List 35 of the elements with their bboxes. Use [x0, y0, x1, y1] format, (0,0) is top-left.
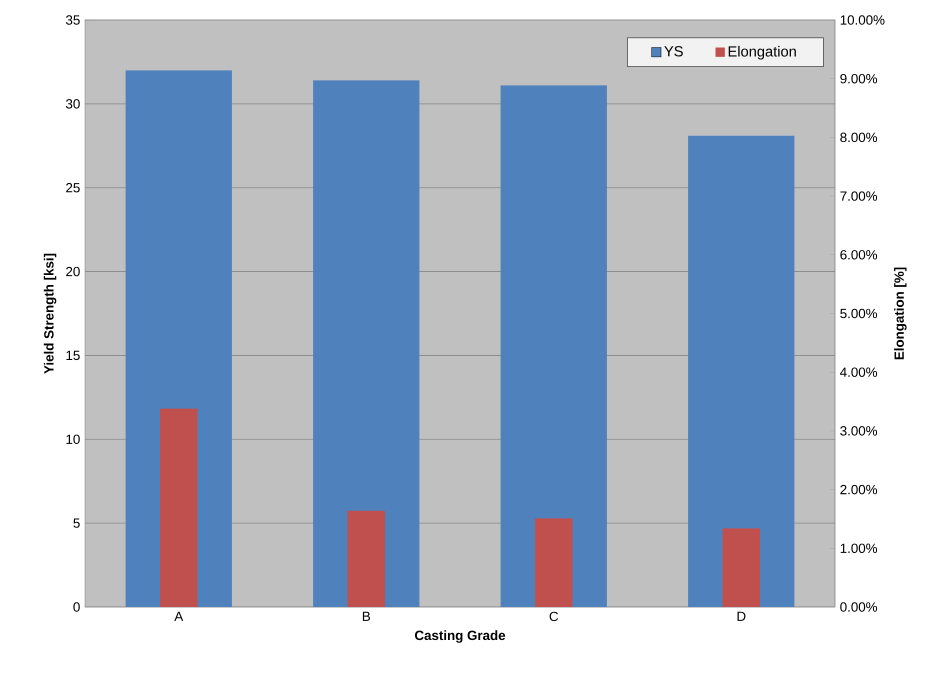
y2-tick-label: 10.00% — [840, 15, 884, 25]
y2-tick-label: 6.00% — [840, 250, 878, 260]
y-tick-label: 20 — [66, 266, 80, 276]
bar — [722, 528, 760, 607]
y-tick-label: 0 — [73, 602, 80, 612]
bar — [500, 85, 607, 607]
x-tick-label: B — [362, 612, 370, 621]
y2-tick-label: 2.00% — [840, 484, 878, 494]
y2-tick-label: 8.00% — [840, 132, 878, 142]
bar — [688, 136, 794, 607]
legend-label: Elongation — [728, 46, 796, 60]
bar — [313, 80, 420, 607]
y2-tick-label: 1.00% — [840, 544, 878, 554]
y-axis-title: Yield Strength [ksi] — [44, 254, 56, 374]
y2-tick-label: 7.00% — [840, 191, 878, 201]
y2-tick-label: 9.00% — [840, 74, 878, 84]
bar — [535, 518, 573, 607]
y-tick-label: 30 — [66, 99, 80, 109]
x-tick-label: A — [174, 612, 184, 621]
bar — [348, 510, 386, 607]
y2-tick-label: 3.00% — [840, 426, 878, 436]
bar — [160, 408, 198, 607]
x-axis-title: Casting Grade — [414, 630, 506, 643]
y-tick-label: 10 — [66, 434, 80, 444]
y2-tick-label: 4.00% — [840, 367, 878, 377]
y-tick-label: 15 — [66, 350, 80, 360]
y-tick-label: 5 — [73, 518, 80, 528]
y-tick-label: 25 — [66, 183, 80, 192]
y2-axis-title: Elongation [%] — [894, 268, 907, 360]
x-tick-label: C — [550, 612, 558, 622]
y2-tick-label: 0.00% — [840, 602, 878, 612]
y2-tick-label: 5.00% — [840, 308, 878, 318]
y-tick-label: 35 — [66, 15, 80, 25]
x-tick-label: D — [738, 612, 746, 621]
legend-label: YS — [664, 46, 683, 56]
